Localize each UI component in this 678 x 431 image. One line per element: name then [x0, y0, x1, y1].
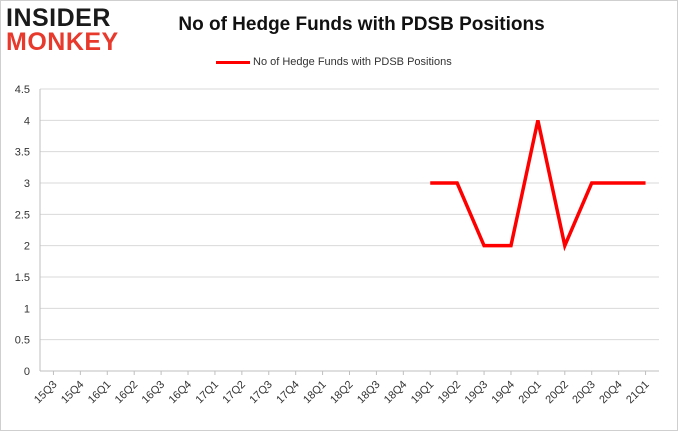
legend-label: No of Hedge Funds with PDSB Positions — [253, 56, 452, 68]
y-tick-label: 4.5 — [15, 84, 30, 96]
y-tick-label: 1 — [24, 303, 30, 315]
y-tick-label: 0.5 — [15, 335, 30, 347]
x-tick-labels: 15Q3 15Q4 16Q1 16Q2 16Q3 16Q4 17Q1 17Q2 17Q3 17Q4… — [32, 379, 652, 407]
insider-monkey-logo: INSIDER MONKEY — [6, 6, 128, 56]
x-tick-label: 18Q3 — [355, 379, 383, 407]
y-tick-label: 4 — [24, 115, 30, 127]
axes — [39, 89, 659, 375]
x-tick-label: 19Q3 — [463, 379, 491, 407]
x-tick-label: 18Q1 — [301, 379, 329, 407]
y-tick-label: 0 — [24, 366, 30, 378]
chart-title: No of Hedge Funds with PDSB Positions — [178, 14, 545, 35]
x-tick-label: 19Q1 — [409, 379, 437, 407]
y-tick-labels: 0 0.5 1 1.5 2 2.5 3 3.5 4 4.5 — [15, 84, 30, 378]
x-tick-label: 16Q2 — [113, 379, 141, 407]
x-tick-label: 17Q1 — [194, 379, 222, 407]
chart-legend: No of Hedge Funds with PDSB Positions — [216, 55, 452, 69]
x-tick-label: 20Q3 — [570, 379, 598, 407]
y-tick-label: 3.5 — [15, 147, 30, 159]
x-tick-label: 16Q3 — [140, 379, 168, 407]
x-tick-label: 20Q2 — [543, 379, 571, 407]
logo-text-bottom: MONKEY — [6, 28, 119, 56]
x-tick-label: 21Q1 — [624, 379, 652, 407]
x-tick-label: 16Q4 — [167, 379, 195, 407]
x-tick-label: 19Q4 — [490, 379, 518, 407]
legend-swatch — [216, 60, 250, 64]
x-tick-label: 19Q2 — [436, 379, 464, 407]
y-tick-label: 2.5 — [15, 209, 30, 221]
x-tick-label: 20Q1 — [516, 379, 544, 407]
grid-lines — [40, 88, 659, 341]
x-tick-label: 18Q2 — [328, 379, 356, 407]
y-tick-label: 2 — [24, 241, 30, 253]
x-tick-label: 20Q4 — [597, 379, 625, 407]
x-tick-label: 16Q1 — [86, 379, 114, 407]
series-layer — [430, 119, 646, 252]
x-tick-label: 17Q4 — [274, 379, 302, 407]
x-tick-label: 18Q4 — [382, 379, 410, 407]
y-tick-label: 3 — [24, 178, 30, 190]
logo-text-top: INSIDER — [6, 4, 111, 32]
x-tick-label: 17Q3 — [247, 379, 275, 407]
x-tick-label: 17Q2 — [220, 379, 248, 407]
x-tick-label: 15Q3 — [32, 379, 60, 407]
x-tick-label: 15Q4 — [59, 379, 87, 407]
y-tick-label: 1.5 — [15, 272, 30, 284]
